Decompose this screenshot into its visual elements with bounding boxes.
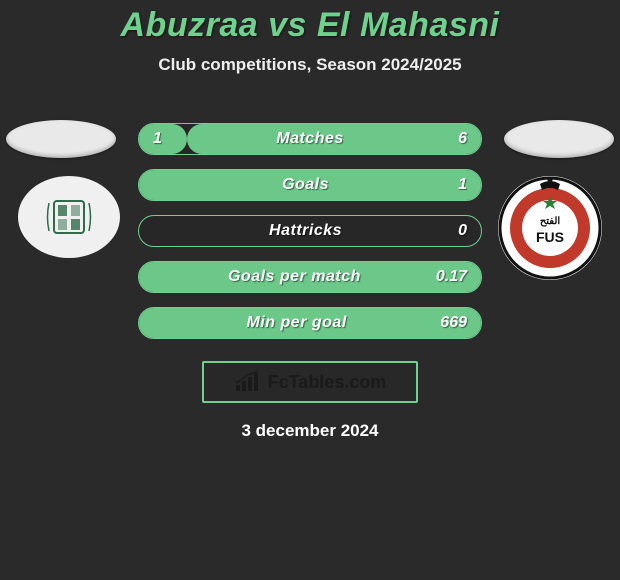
subtitle: Club competitions, Season 2024/2025 — [0, 55, 620, 75]
player2-flag — [504, 120, 614, 158]
brand-text: FcTables.com — [268, 372, 387, 393]
svg-text:الفتح: الفتح — [540, 216, 561, 227]
page-title: Abuzraa vs El Mahasni — [0, 6, 620, 45]
player1-flag — [6, 120, 116, 158]
comparison-card: Abuzraa vs El Mahasni Club competitions,… — [0, 0, 620, 580]
brand-box: FcTables.com — [202, 361, 418, 403]
stat-label: Min per goal — [153, 314, 440, 332]
stat-bar-text: 1Matches6 — [139, 124, 481, 154]
stat-label: Goals — [153, 176, 458, 194]
stat-bar: 1Matches6 — [138, 123, 482, 155]
player1-club-logo — [18, 176, 120, 258]
player2-name: El Mahasni — [317, 6, 500, 44]
stat-bar: Min per goal669 — [138, 307, 482, 339]
stat-value-right: 0 — [458, 222, 467, 240]
stat-value-right: 1 — [458, 176, 467, 194]
stat-label: Matches — [162, 130, 458, 148]
stat-bar-text: Goals1 — [139, 170, 481, 200]
stat-bar: Goals1 — [138, 169, 482, 201]
stats-bars: 1Matches6Goals1Hattricks0Goals per match… — [138, 123, 482, 339]
stat-row: 1Matches6 — [138, 123, 482, 155]
stat-value-left: 1 — [153, 130, 162, 148]
svg-text:FUS: FUS — [536, 229, 564, 245]
stat-bar-text: Goals per match0.17 — [139, 262, 481, 292]
stat-row: Min per goal669 — [138, 307, 482, 339]
stat-label: Goals per match — [153, 268, 436, 286]
stat-value-right: 669 — [440, 314, 467, 332]
stat-value-right: 0.17 — [436, 268, 467, 286]
brand-chart-icon — [234, 371, 262, 393]
footer-date: 3 december 2024 — [0, 421, 620, 441]
vs-label: vs — [268, 6, 307, 44]
stat-row: Goals1 — [138, 169, 482, 201]
player2-club-logo: الفتح FUS — [498, 176, 602, 280]
player1-name: Abuzraa — [121, 6, 259, 44]
stat-bar-text: Hattricks0 — [139, 216, 481, 246]
stat-bar: Hattricks0 — [138, 215, 482, 247]
stat-row: Goals per match0.17 — [138, 261, 482, 293]
stat-bar: Goals per match0.17 — [138, 261, 482, 293]
stat-row: Hattricks0 — [138, 215, 482, 247]
stat-value-right: 6 — [458, 130, 467, 148]
stat-bar-text: Min per goal669 — [139, 308, 481, 338]
stat-label: Hattricks — [153, 222, 458, 240]
